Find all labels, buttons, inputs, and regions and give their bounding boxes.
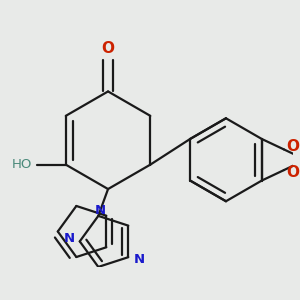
Text: N: N xyxy=(134,253,145,266)
Text: HO: HO xyxy=(11,158,32,171)
Text: O: O xyxy=(102,41,115,56)
Text: O: O xyxy=(286,140,299,154)
Text: N: N xyxy=(64,232,75,245)
Text: N: N xyxy=(95,203,106,217)
Text: O: O xyxy=(286,165,299,180)
